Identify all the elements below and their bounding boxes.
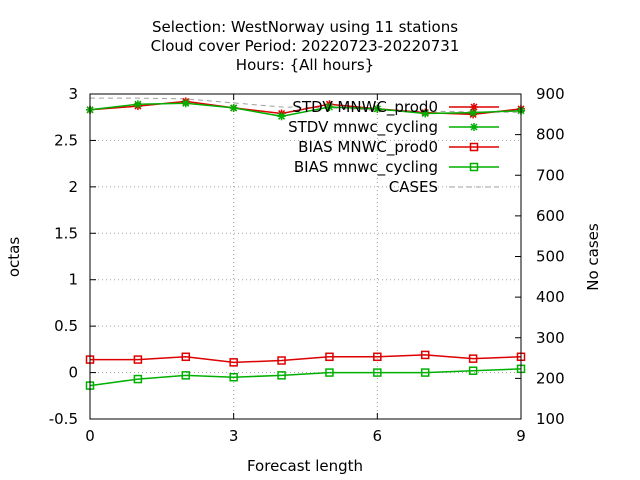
y2-tick-label: 800 [536, 126, 565, 144]
data-point [469, 108, 478, 117]
data-point [229, 372, 238, 382]
legend-label: BIAS MNWC_prod0 [298, 138, 438, 157]
y-tick-label: 2.5 [54, 131, 78, 149]
data-point [181, 99, 190, 108]
y-tick-label: -0.5 [49, 410, 78, 428]
y2-tick-label: 500 [536, 248, 565, 266]
data-point [420, 350, 430, 360]
series-1 [86, 99, 525, 121]
title-line: Cloud cover Period: 20220723-20220731 [151, 37, 460, 55]
y-tick-label: 0.5 [54, 317, 78, 335]
series-line [90, 354, 522, 364]
y-tick-label: 2 [68, 178, 78, 196]
y2-tick-label: 700 [536, 166, 565, 184]
data-point [133, 355, 143, 364]
legend-marker [470, 123, 478, 131]
series-line [89, 102, 522, 118]
legend-label: BIAS mnwc_cycling [294, 158, 438, 177]
legend-label: CASES [389, 178, 438, 196]
legend-marker [469, 162, 479, 172]
legend-item: BIAS MNWC_prod0 [298, 138, 499, 157]
y2-tick-label: 400 [536, 288, 565, 306]
data-point [277, 112, 286, 121]
legend-item: STDV mnwc_cycling [288, 118, 499, 137]
y2-tick-label: 100 [536, 410, 565, 428]
series-line [89, 368, 522, 387]
data-point [277, 371, 286, 380]
x-tick-label: 9 [516, 427, 526, 445]
y-tick-label: 1 [68, 271, 78, 289]
data-point [181, 371, 191, 380]
data-point [420, 368, 430, 377]
y2-tick-label: 200 [536, 369, 565, 387]
data-point [421, 109, 430, 118]
y2-tick-label: 900 [536, 85, 565, 103]
data-point [373, 104, 382, 113]
data-point [133, 374, 143, 384]
chart-title: Selection: WestNorway using 11 stationsC… [151, 18, 460, 74]
series-2 [85, 350, 526, 367]
x-tick-label: 6 [373, 427, 383, 445]
x-tick-label: 0 [85, 427, 95, 445]
data-point [373, 368, 382, 377]
y-tick-label: 1.5 [54, 224, 78, 242]
x-tick-label: 3 [229, 427, 239, 445]
legend-label: STDV MNWC_prod0 [292, 98, 438, 117]
data-point [468, 354, 478, 363]
data-point [468, 366, 478, 375]
series-3 [85, 364, 526, 390]
data-point [277, 356, 286, 365]
data-point [325, 103, 334, 111]
data-point [229, 103, 238, 112]
x-axis-label: Forecast length [247, 457, 363, 475]
y-tick-label: 3 [68, 85, 78, 103]
legend-label: STDV mnwc_cycling [288, 118, 438, 137]
data-point [373, 352, 382, 362]
y2-axis-label: No cases [584, 223, 602, 291]
data-point [133, 100, 142, 109]
legend-marker [469, 142, 479, 152]
legend-marker [470, 103, 478, 111]
data-point [181, 352, 191, 362]
data-point [325, 368, 334, 377]
y2-tick-label: 600 [536, 207, 565, 225]
axis-ticks: -0.5 0 0.5 1 1.5 2 2.5 3 100 200 300 400 500 600 700 80… [49, 85, 565, 445]
y2-tick-label: 300 [536, 329, 565, 347]
data-point [229, 358, 238, 367]
y-tick-label: 0 [68, 364, 78, 382]
legend-item: CASES [389, 178, 499, 196]
legend-item: BIAS mnwc_cycling [294, 158, 499, 177]
title-line: Selection: WestNorway using 11 stations [152, 18, 458, 36]
plot-series [85, 97, 526, 390]
y-axis-label: octas [5, 237, 23, 277]
data-point [325, 352, 334, 362]
legend-item: STDV MNWC_prod0 [292, 98, 499, 117]
title-line: Hours: {All hours} [236, 56, 374, 74]
